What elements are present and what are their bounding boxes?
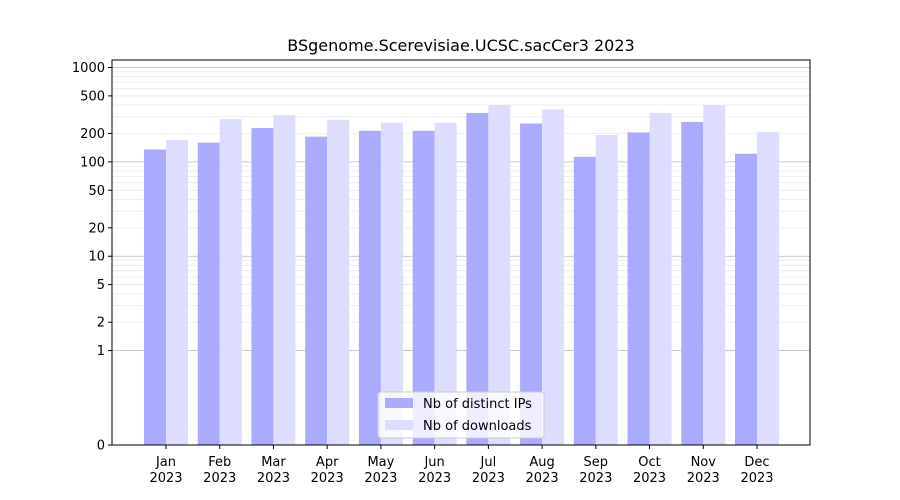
- x-tick-label-year: 2023: [203, 471, 236, 486]
- x-tick-label-year: 2023: [579, 471, 612, 486]
- bar: [542, 109, 565, 446]
- x-tick-label-year: 2023: [364, 471, 397, 486]
- bar: [197, 142, 220, 445]
- y-axis: 0 1 2 5 10 20 50 100 200 500 1000: [72, 61, 112, 454]
- chart-title: BSgenome.Scerevisiae.UCSC.sacCer3 2023: [287, 36, 634, 55]
- bar: [219, 119, 242, 446]
- bar: [273, 115, 296, 446]
- bar: [358, 130, 381, 445]
- legend-swatch-downloads: [385, 420, 413, 430]
- y-tick-label: 200: [80, 127, 105, 142]
- x-tick-label-year: 2023: [472, 471, 505, 486]
- x-tick-label-month: Jan: [155, 455, 176, 470]
- x-tick-label-year: 2023: [633, 471, 666, 486]
- bar: [305, 136, 328, 445]
- bar: [434, 122, 457, 446]
- bar: [327, 119, 350, 445]
- x-tick-label-month: Mar: [261, 455, 286, 470]
- x-tick-label-year: 2023: [257, 471, 290, 486]
- y-tick-label: 500: [80, 89, 105, 104]
- x-tick-label-month: Oct: [638, 455, 660, 470]
- x-axis: Jan2023Feb2023Mar2023Apr2023May2023Jun20…: [149, 445, 774, 486]
- y-tick-label: 1: [97, 344, 105, 359]
- bar: [595, 135, 618, 445]
- y-tick-label: 0: [97, 439, 105, 454]
- x-tick-label-month: Feb: [208, 455, 231, 470]
- x-tick-label-year: 2023: [311, 471, 344, 486]
- bar: [681, 121, 704, 445]
- bar: [649, 112, 672, 446]
- legend-label-downloads: Nb of downloads: [423, 419, 532, 434]
- bar: [757, 132, 779, 445]
- bar: [166, 140, 188, 445]
- x-tick-label-month: Apr: [316, 455, 339, 470]
- legend-frame: [377, 391, 545, 439]
- x-tick-label-month: Nov: [691, 455, 717, 470]
- x-tick-label-year: 2023: [740, 471, 773, 486]
- bar: [251, 128, 274, 445]
- bars: [144, 105, 779, 446]
- x-tick-label-year: 2023: [149, 471, 182, 486]
- y-tick-label: 10: [88, 250, 105, 265]
- x-tick-label-month: Sep: [584, 455, 609, 470]
- bar: [703, 105, 726, 446]
- y-tick-label: 2: [97, 316, 105, 331]
- bar: [380, 122, 403, 446]
- y-tick-label: 1000: [72, 61, 105, 76]
- legend-label-ips: Nb of distinct IPs: [423, 397, 532, 412]
- legend: Nb of distinct IPs Nb of downloads: [377, 391, 545, 439]
- bar: [466, 112, 489, 446]
- bar: [412, 130, 435, 445]
- y-tick-label: 5: [97, 278, 105, 293]
- bar: [573, 156, 596, 445]
- y-tick-label: 100: [80, 155, 105, 170]
- bar: [627, 132, 650, 445]
- bar: [520, 123, 543, 446]
- bar: [488, 105, 511, 446]
- x-tick-label-month: Aug: [529, 455, 554, 470]
- y-tick-label: 20: [88, 221, 105, 236]
- legend-swatch-ips: [385, 398, 413, 408]
- bar: [144, 149, 166, 445]
- x-tick-label-month: Jun: [423, 455, 444, 470]
- x-tick-label-year: 2023: [687, 471, 720, 486]
- x-tick-label-year: 2023: [526, 471, 559, 486]
- x-tick-label-year: 2023: [418, 471, 451, 486]
- x-tick-label-month: May: [367, 455, 394, 470]
- x-tick-label-month: Jul: [480, 455, 497, 470]
- x-tick-label-month: Dec: [744, 455, 769, 470]
- y-tick-label: 50: [88, 184, 105, 199]
- plot-frame: [111, 59, 811, 446]
- bar: [735, 153, 757, 445]
